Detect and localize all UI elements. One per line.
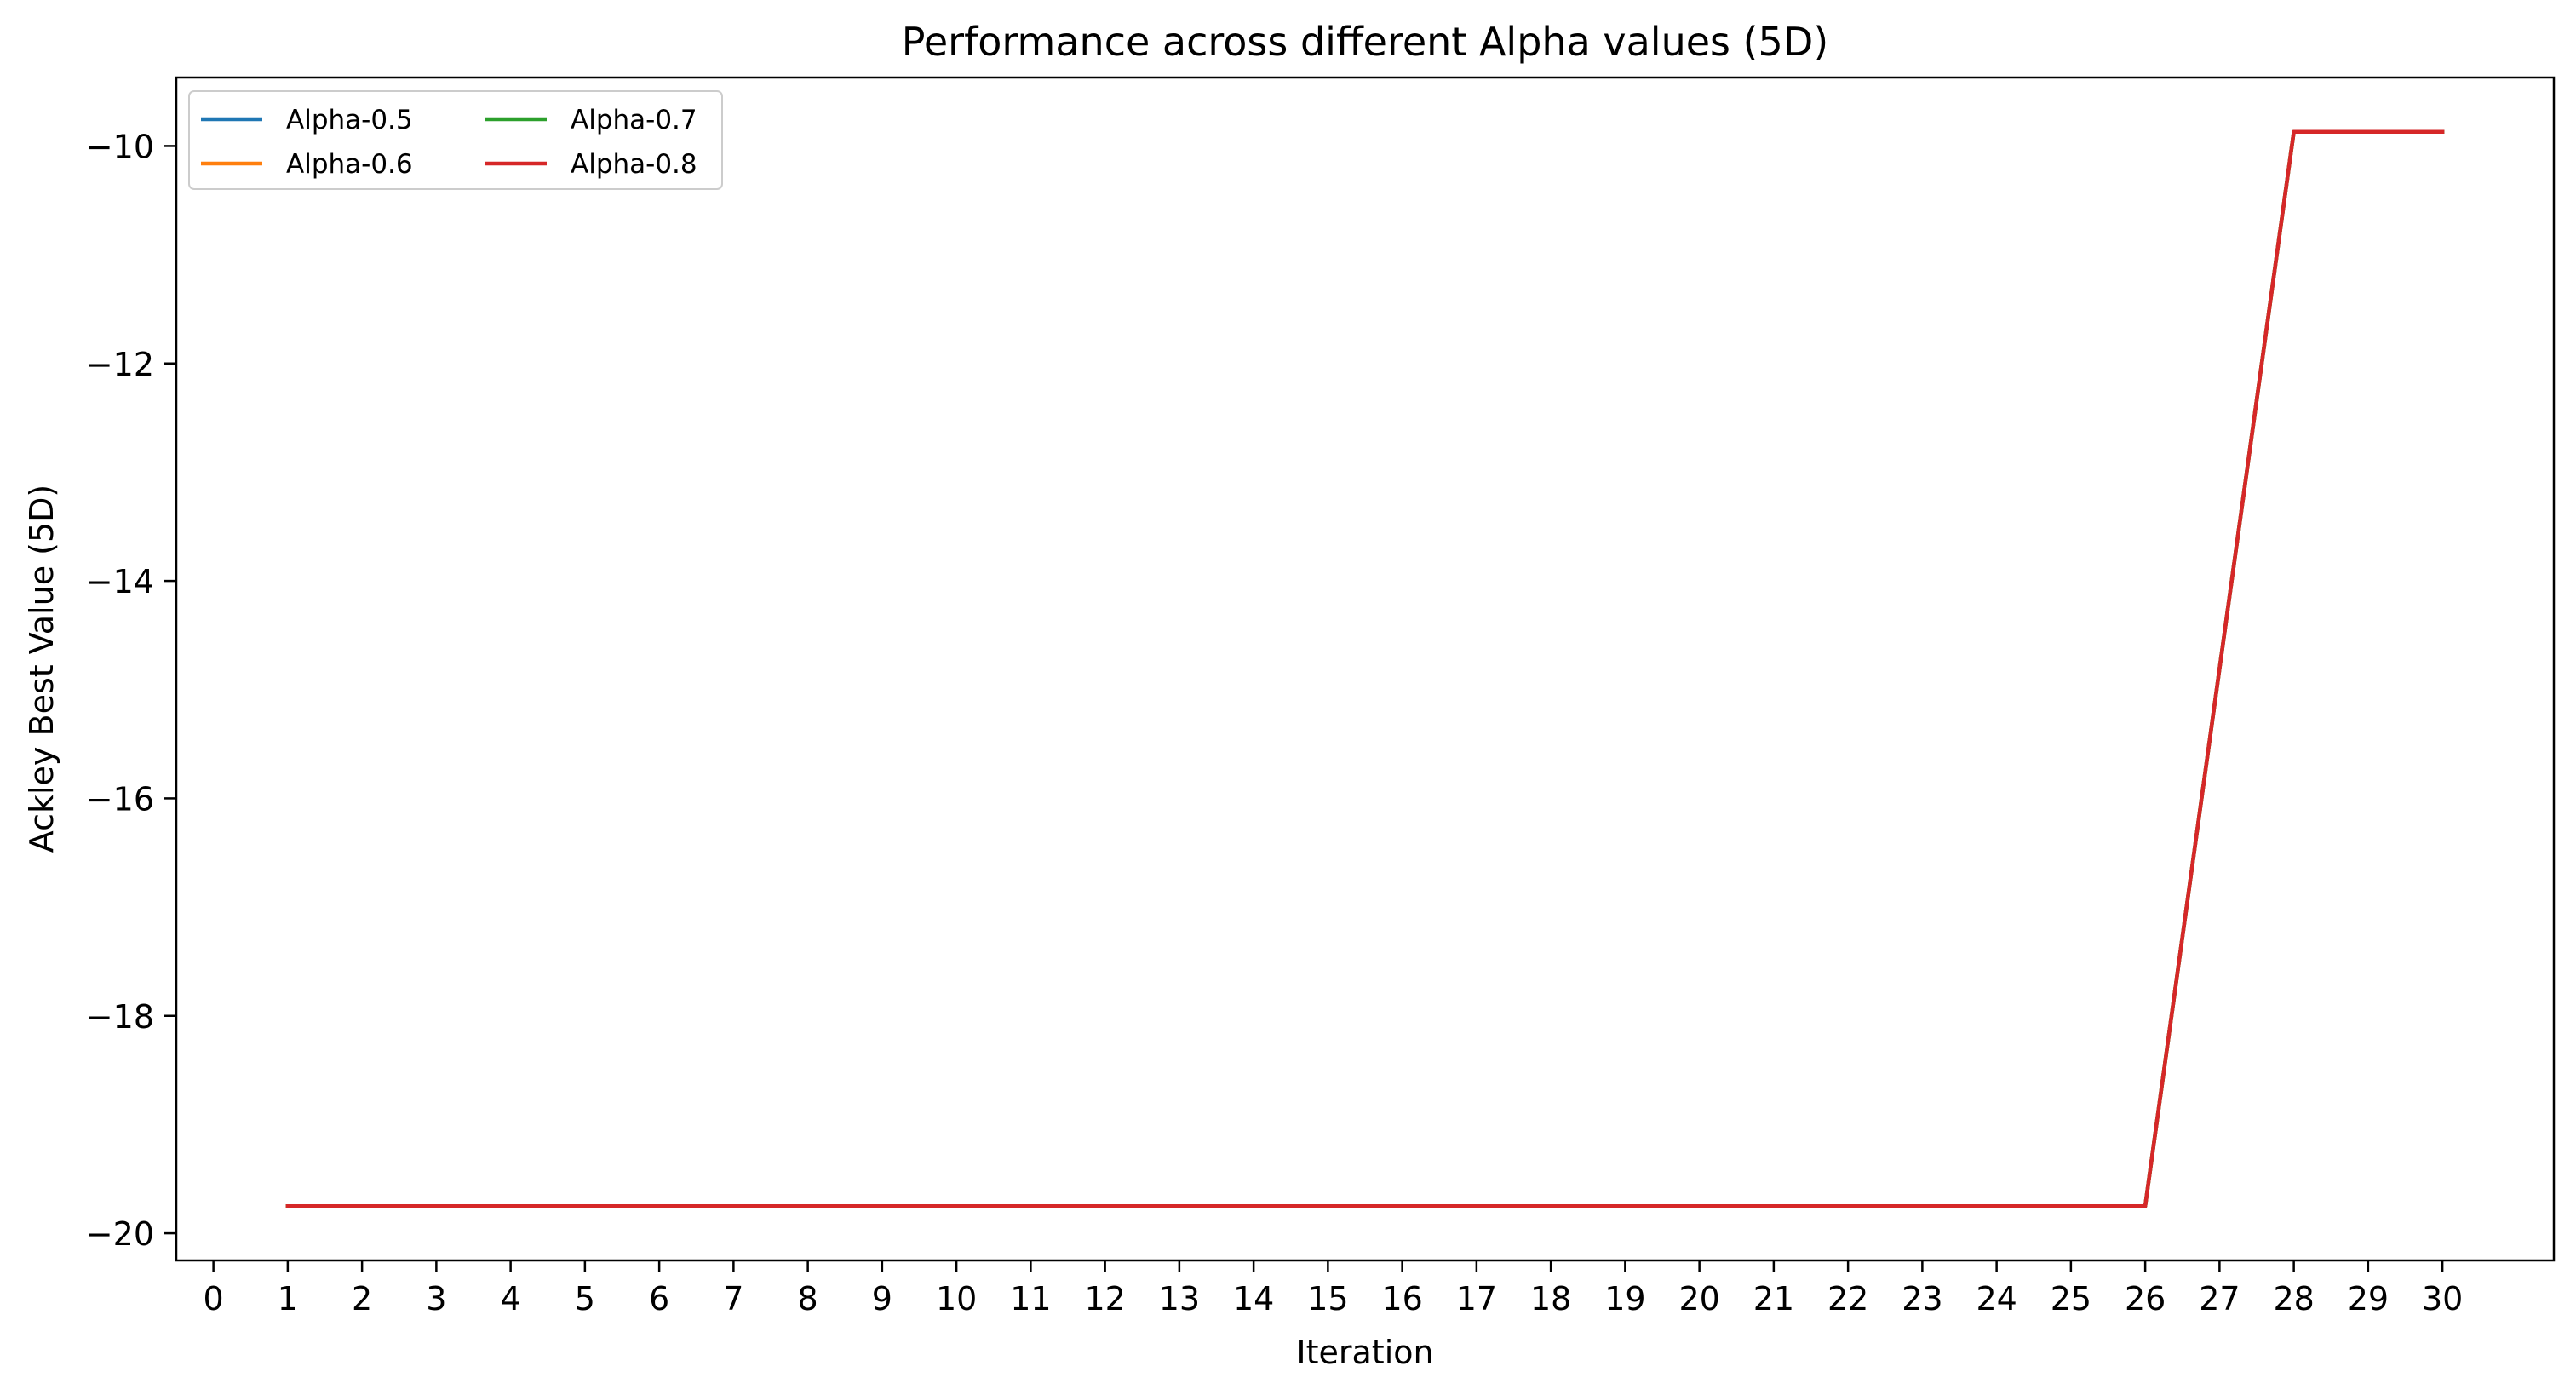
y-axis-label: Ackley Best Value (5D) [23, 485, 60, 852]
x-axis-label: Iteration [1296, 1334, 1433, 1371]
x-tick-label: 10 [936, 1280, 977, 1318]
x-tick-label: 26 [2125, 1280, 2166, 1318]
y-axis-ticks: −20 −18 −16 −14 −12 −10 [86, 128, 176, 1253]
x-tick-label: 25 [2051, 1280, 2091, 1318]
x-tick-label: 8 [798, 1280, 818, 1318]
x-tick-label: 11 [1010, 1280, 1051, 1318]
x-tick-label: 3 [426, 1280, 446, 1318]
x-tick-label: 23 [1902, 1280, 1942, 1318]
plot-area-frame [175, 76, 2556, 1262]
legend-label: Alpha-0.8 [571, 149, 697, 180]
x-tick-label: 21 [1753, 1280, 1794, 1318]
x-tick-label: 19 [1604, 1280, 1645, 1318]
x-tick-label: 15 [1307, 1280, 1348, 1318]
x-tick-label: 2 [352, 1280, 372, 1318]
x-tick-label: 6 [649, 1280, 669, 1318]
x-tick-label: 14 [1233, 1280, 1274, 1318]
x-tick-label: 13 [1159, 1280, 1200, 1318]
x-tick-label: 24 [1976, 1280, 2017, 1318]
x-tick-label: 4 [501, 1280, 521, 1318]
x-tick-label: 0 [204, 1280, 224, 1318]
y-tick-label: −14 [86, 563, 154, 600]
y-tick-label: −18 [86, 998, 154, 1036]
x-tick-label: 30 [2422, 1280, 2463, 1318]
series-layer [285, 129, 2445, 1208]
legend-items: Alpha-0.5 Alpha-0.6 Alpha-0.7 Alpha-0.8 [201, 105, 697, 180]
x-tick-label: 22 [1827, 1280, 1868, 1318]
x-tick-label: 12 [1084, 1280, 1125, 1318]
x-tick-label: 29 [2348, 1280, 2389, 1318]
legend-label: Alpha-0.6 [286, 149, 413, 180]
chart-title: Performance across different Alpha value… [902, 19, 1828, 65]
y-tick-label: −10 [86, 128, 154, 165]
x-axis-ticks: 0 1 2 3 4 5 6 7 8 9 10 11 12 13 14 15 16 17 18 19 20 21 22 23 24… [204, 1260, 2463, 1318]
legend-label: Alpha-0.5 [286, 105, 413, 135]
series-line-alpha-0-8 [285, 129, 2445, 1208]
legend-frame [188, 90, 723, 190]
x-tick-label: 27 [2199, 1280, 2240, 1318]
x-tick-label: 18 [1530, 1280, 1571, 1318]
y-tick-label: −16 [86, 780, 154, 818]
x-tick-label: 17 [1456, 1280, 1497, 1318]
y-tick-label: −12 [86, 346, 154, 383]
x-tick-label: 5 [575, 1280, 595, 1318]
x-tick-label: 16 [1381, 1280, 1422, 1318]
x-tick-label: 28 [2273, 1280, 2314, 1318]
y-tick-label: −20 [86, 1215, 154, 1253]
legend: Alpha-0.5 Alpha-0.6 Alpha-0.7 Alpha-0.8 [188, 90, 723, 190]
x-tick-label: 20 [1678, 1280, 1719, 1318]
legend-label: Alpha-0.7 [571, 105, 697, 135]
x-tick-label: 1 [278, 1280, 298, 1318]
x-tick-label: 7 [723, 1280, 743, 1318]
x-tick-label: 9 [872, 1280, 892, 1318]
